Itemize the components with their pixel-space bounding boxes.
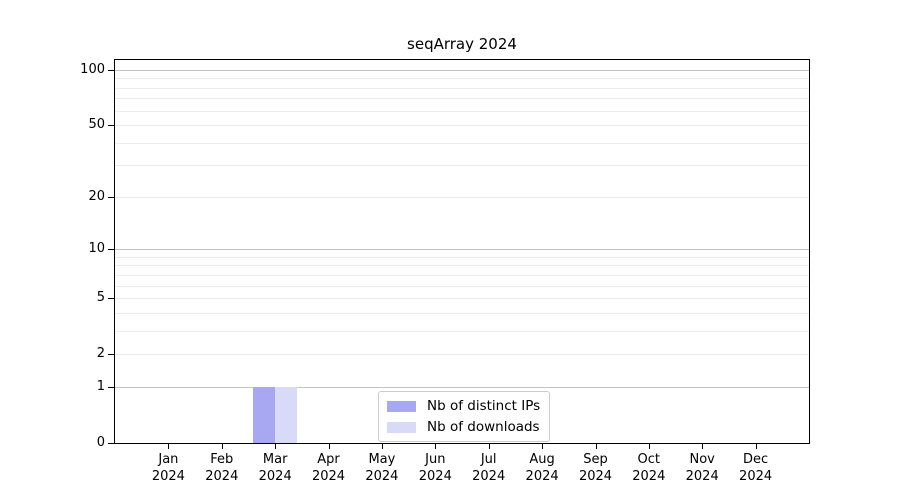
gridline-30 <box>115 165 809 167</box>
gridline-50 <box>115 125 809 126</box>
x-axis-tick-dec <box>755 443 757 449</box>
gridline-90 <box>115 78 809 80</box>
bar-nb-of-distinct-ips-mar <box>253 386 276 443</box>
x-tick-month-nov: Nov <box>689 452 715 467</box>
x-axis-label-sep: Sep 2024 <box>566 451 626 485</box>
legend-label-downloads: Nb of downloads <box>427 419 540 435</box>
y-axis-tick-2 <box>108 354 114 356</box>
gridline-5 <box>115 298 809 300</box>
y-axis-tick-label-2: 2 <box>96 346 105 362</box>
plot-area: Nb of distinct IPs Nb of downloads 0 1 2 5 1… <box>80 59 810 484</box>
gridline-4 <box>115 312 809 314</box>
x-tick-month-may: May <box>368 452 396 467</box>
x-tick-year-jul: 2024 <box>472 469 506 484</box>
x-tick-year-may: 2024 <box>365 469 399 484</box>
chart-title: seqArray 2024 <box>407 35 517 53</box>
y-axis-tick-100 <box>108 69 114 71</box>
gridline-10 <box>115 249 809 251</box>
x-tick-month-sep: Sep <box>583 452 608 467</box>
x-axis-tick-jun <box>435 443 437 449</box>
gridline-70 <box>115 98 809 100</box>
x-tick-month-jul: Jul <box>480 452 497 467</box>
x-axis-tick-mar <box>275 443 277 449</box>
y-axis-tick-label-5: 5 <box>96 290 105 306</box>
x-axis-tick-nov <box>702 443 704 449</box>
y-axis-tick-1 <box>108 386 114 388</box>
x-tick-month-jun: Jun <box>425 452 446 467</box>
legend-swatch-distinct-ips <box>387 400 416 412</box>
x-tick-month-jan: Jan <box>158 452 179 467</box>
gridline-9 <box>115 256 809 258</box>
x-tick-month-mar: Mar <box>262 452 288 467</box>
x-axis-tick-jan <box>168 443 170 449</box>
x-tick-year-nov: 2024 <box>685 469 719 484</box>
x-tick-year-dec: 2024 <box>739 469 773 484</box>
x-axis-tick-apr <box>328 443 330 449</box>
y-axis-tick-5 <box>108 298 114 300</box>
x-axis-label-mar: Mar 2024 <box>245 451 305 485</box>
legend-item-downloads: Nb of downloads <box>387 418 540 436</box>
x-axis-label-jun: Jun 2024 <box>405 451 465 485</box>
x-axis-label-dec: Dec 2024 <box>726 451 786 485</box>
gridline-40 <box>115 142 809 144</box>
x-axis-tick-feb <box>221 443 223 449</box>
gridline-1 <box>115 386 809 388</box>
gridline-80 <box>115 87 809 89</box>
y-axis-tick-label-50: 50 <box>88 117 105 132</box>
x-tick-month-oct: Oct <box>637 452 661 467</box>
x-axis-label-apr: Apr 2024 <box>299 451 359 485</box>
x-tick-month-feb: Feb <box>210 452 234 467</box>
bar-nb-of-downloads-mar <box>275 386 298 443</box>
x-tick-year-aug: 2024 <box>525 469 559 484</box>
legend-label-distinct-ips: Nb of distinct IPs <box>427 398 541 414</box>
y-axis-tick-label-0: 0 <box>96 435 105 450</box>
x-axis-label-jan: Jan 2024 <box>138 451 198 485</box>
x-axis-tick-may <box>381 443 383 449</box>
x-axis-label-nov: Nov 2024 <box>672 451 732 485</box>
y-axis-tick-10 <box>108 249 114 251</box>
x-axis-label-jul: Jul 2024 <box>459 451 519 485</box>
x-axis-label-aug: Aug 2024 <box>512 451 572 485</box>
gridline-100 <box>115 69 809 71</box>
y-axis-tick-label-20: 20 <box>88 188 105 204</box>
gridline-8 <box>115 265 809 267</box>
y-axis-tick-50 <box>108 125 114 126</box>
y-axis-tick-label-10: 10 <box>88 241 105 257</box>
y-axis-tick-0 <box>108 443 114 444</box>
x-tick-year-jun: 2024 <box>418 469 452 484</box>
gridline-6 <box>115 285 809 287</box>
x-axis-tick-aug <box>542 443 544 449</box>
x-tick-month-apr: Apr <box>317 452 340 467</box>
x-tick-month-aug: Aug <box>529 452 555 467</box>
x-tick-year-oct: 2024 <box>632 469 666 484</box>
x-tick-year-feb: 2024 <box>205 469 239 484</box>
y-axis-tick-label-100: 100 <box>80 61 105 77</box>
x-axis-label-feb: Feb 2024 <box>192 451 252 485</box>
gridline-7 <box>115 274 809 276</box>
x-axis-tick-oct <box>648 443 650 449</box>
x-tick-month-dec: Dec <box>743 452 769 467</box>
x-tick-year-sep: 2024 <box>578 469 613 484</box>
legend-item-distinct-ips: Nb of distinct IPs <box>387 397 540 415</box>
legend: Nb of distinct IPs Nb of downloads <box>378 391 551 442</box>
x-tick-year-jan: 2024 <box>151 469 185 484</box>
x-tick-year-apr: 2024 <box>311 469 346 484</box>
y-axis-tick-20 <box>108 196 114 198</box>
gridline-3 <box>115 330 809 332</box>
gridline-2 <box>115 354 809 356</box>
x-tick-year-mar: 2024 <box>258 469 292 484</box>
x-axis-label-oct: Oct 2024 <box>619 451 679 485</box>
y-axis-tick-label-1: 1 <box>96 378 105 394</box>
x-axis-tick-sep <box>595 443 597 449</box>
x-axis-label-may: May 2024 <box>352 451 412 485</box>
gridline-20 <box>115 196 809 198</box>
legend-swatch-downloads <box>387 421 416 433</box>
x-axis-tick-jul <box>488 443 490 449</box>
gridline-60 <box>115 110 809 112</box>
